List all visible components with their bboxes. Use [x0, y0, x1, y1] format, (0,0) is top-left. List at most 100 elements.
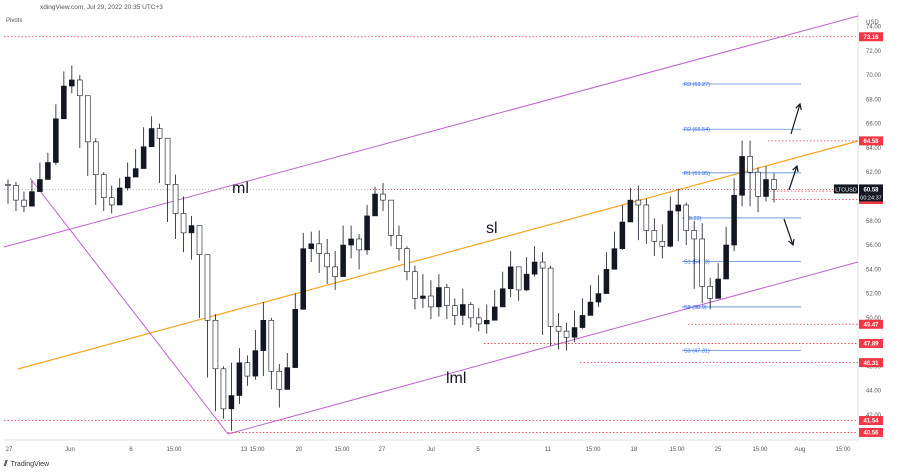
arrow-up-short-head — [792, 164, 799, 173]
key-level-badge — [859, 427, 883, 437]
candle-body — [196, 225, 203, 256]
candle-body — [220, 368, 227, 410]
candle-body — [412, 271, 418, 299]
candle-body — [635, 199, 642, 206]
y-tick-label: 42.00 — [866, 413, 882, 419]
candle-body — [579, 315, 586, 328]
y-tick-label: 68.00 — [866, 97, 882, 103]
candle-body — [188, 225, 195, 234]
candle-body — [468, 304, 474, 319]
x-tick-label: 15:00 — [334, 447, 350, 453]
candle-body — [92, 141, 99, 175]
y-tick-label: 66.00 — [866, 122, 882, 128]
candle-body — [651, 230, 658, 242]
candle-body — [699, 238, 705, 287]
candle-body — [244, 362, 251, 377]
x-tick-label: 15:00 — [249, 447, 265, 453]
y-tick-label: 70.00 — [866, 73, 882, 79]
symbol-tag — [834, 184, 858, 194]
candle-body — [372, 193, 378, 217]
candle-body — [61, 85, 67, 120]
y-tick-label: 52.00 — [866, 292, 882, 298]
candle-body — [611, 248, 618, 270]
arrow-down — [783, 218, 794, 246]
upper-median-line — [3, 15, 859, 248]
candle-body — [595, 293, 602, 303]
candle-body — [292, 309, 299, 368]
tradingview-logo-icon: ⫽ — [4, 459, 8, 468]
candle-body — [707, 285, 713, 299]
candle-body — [643, 204, 650, 231]
candle-body — [404, 248, 410, 273]
candle-body — [284, 367, 291, 390]
candle-body — [763, 179, 769, 197]
x-tick-label: 20 — [296, 447, 303, 453]
candle-body — [180, 213, 187, 234]
y-tick-label: 74.00 — [866, 25, 882, 31]
candle-body — [252, 350, 259, 377]
candle-body — [667, 210, 674, 247]
candle-body — [172, 184, 179, 214]
candle-body — [29, 191, 35, 207]
candle-body — [140, 146, 147, 169]
annotation-sl: sl — [486, 220, 498, 237]
currency-label: USD — [866, 20, 879, 26]
candle-body — [148, 128, 155, 148]
x-tick-label: 27 — [379, 447, 386, 453]
x-tick-label: 15:00 — [585, 447, 601, 453]
lower-median-line — [227, 261, 859, 435]
annotation-lml: lml — [446, 370, 466, 387]
x-tick-label: 15:00 — [752, 447, 768, 453]
median-line — [17, 140, 859, 370]
candle-body — [771, 179, 777, 190]
candle-body — [452, 305, 458, 316]
candle-body — [491, 306, 498, 321]
candle-body — [164, 137, 171, 185]
pivot-label: (58.23) — [684, 216, 702, 222]
candle-body — [523, 273, 530, 291]
candle-body — [555, 326, 562, 332]
y-tick-label: 72.00 — [866, 49, 882, 55]
key-level-badge — [859, 319, 883, 329]
candle-body — [420, 295, 426, 299]
x-tick-label: 15:00 — [669, 447, 685, 453]
candle-body — [316, 243, 322, 254]
key-level-badge — [859, 32, 883, 42]
candle-body — [547, 267, 554, 327]
candle-body — [332, 266, 338, 277]
candle-body — [507, 266, 514, 290]
candle-body — [276, 370, 283, 390]
last-price-badge — [859, 184, 883, 194]
y-tick-label: 58.00 — [866, 219, 882, 225]
candle-body — [108, 197, 115, 206]
key-level-badge — [859, 358, 883, 368]
pivot-label: S1 (54.63) — [684, 260, 710, 266]
candle-body — [236, 362, 243, 396]
y-tick-label: 62.00 — [866, 170, 882, 176]
symbol-label: LTCUSD — [835, 187, 857, 193]
key-level-label: 41.54 — [863, 419, 879, 425]
last-price-label: 60.58 — [863, 187, 879, 193]
candle-body — [324, 253, 330, 268]
candle-body — [124, 176, 131, 189]
pivots-indicator-label[interactable]: Pivots — [6, 18, 23, 24]
x-tick-label: 5 — [476, 447, 480, 453]
candle-body — [603, 268, 610, 294]
candle-body — [204, 254, 211, 321]
candle-body — [619, 221, 626, 249]
tradingview-logo[interactable]: ⫽ TradingView — [4, 459, 49, 469]
candle-body — [483, 319, 490, 325]
candle-body — [132, 168, 139, 178]
candle-body — [300, 248, 307, 310]
x-tick-label: Jul — [427, 447, 435, 453]
candle-body — [77, 79, 83, 97]
pitchfork-handle-line — [29, 177, 229, 435]
candle-body — [5, 184, 11, 186]
candle-body — [675, 204, 682, 212]
key-level-label: 47.89 — [863, 342, 879, 348]
candle-body — [260, 319, 267, 351]
candle-body — [100, 174, 107, 198]
x-tick-label: Aug — [795, 447, 806, 453]
tradingview-brand: TradingView — [10, 460, 50, 468]
